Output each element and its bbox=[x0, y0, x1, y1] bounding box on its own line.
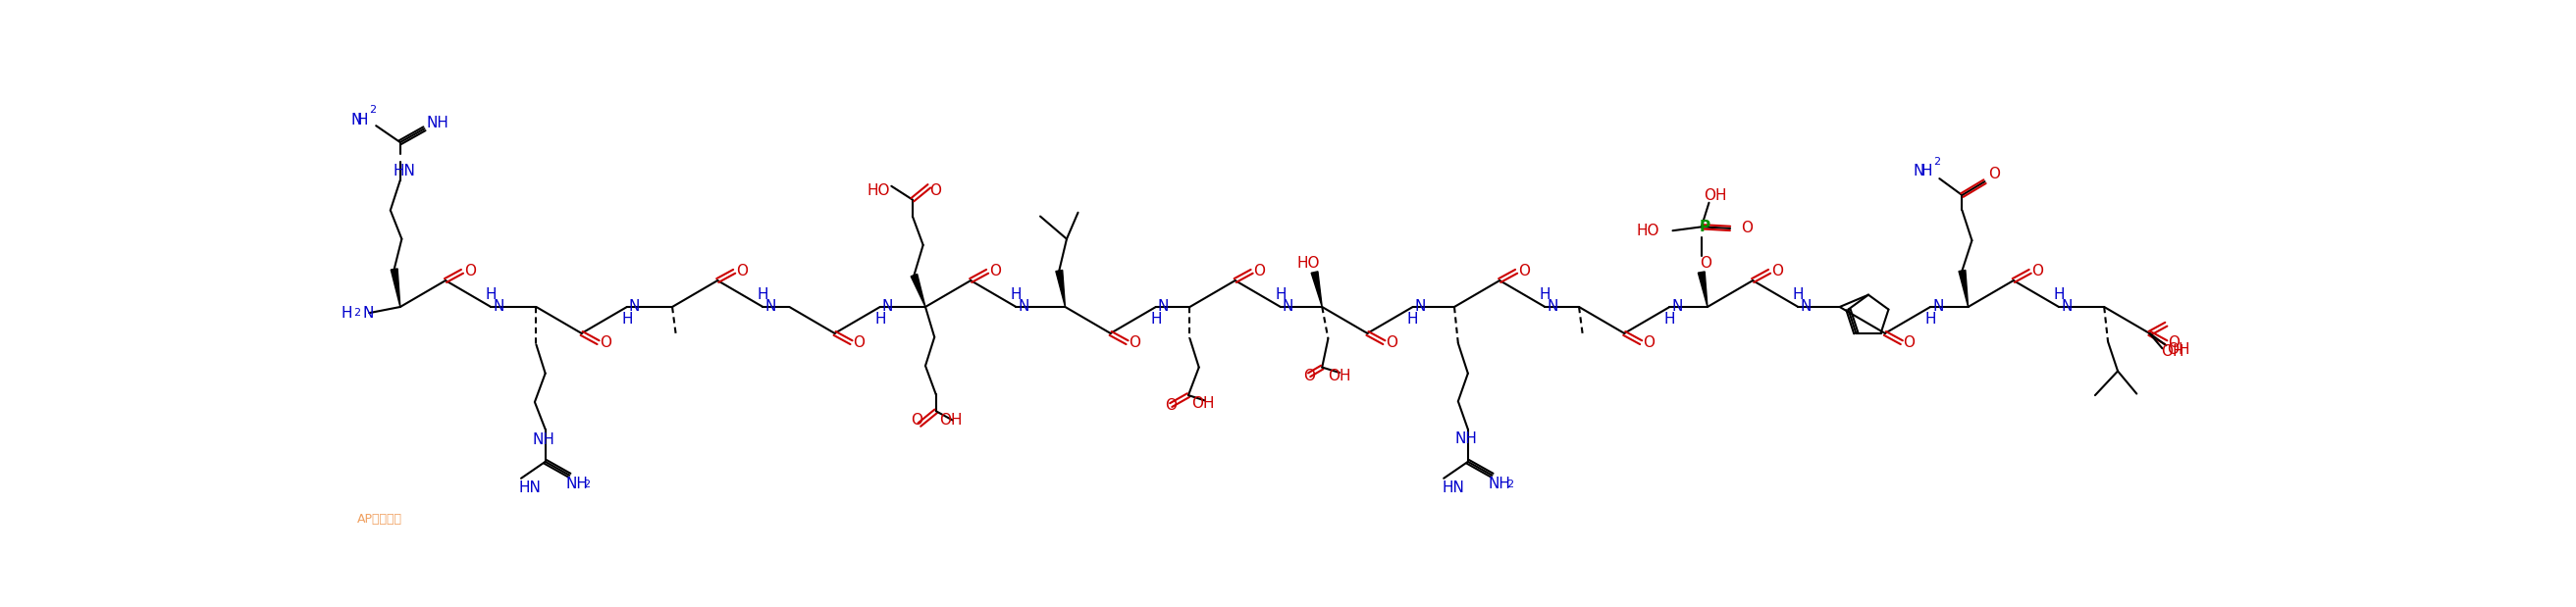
Text: N: N bbox=[1414, 300, 1427, 314]
Text: HN: HN bbox=[1443, 481, 1463, 495]
Text: H: H bbox=[1793, 288, 1803, 302]
Text: O: O bbox=[1303, 369, 1316, 384]
Polygon shape bbox=[912, 274, 925, 307]
Text: N: N bbox=[1283, 300, 1293, 314]
Text: HO: HO bbox=[1636, 223, 1659, 238]
Text: HN: HN bbox=[392, 164, 415, 178]
Text: H: H bbox=[484, 288, 497, 302]
Text: O: O bbox=[930, 183, 940, 198]
Text: AP专肽生物: AP专肽生物 bbox=[358, 513, 402, 526]
Text: O: O bbox=[1741, 221, 1752, 236]
Text: H: H bbox=[1664, 311, 1674, 327]
Text: 2: 2 bbox=[368, 106, 376, 115]
Text: N: N bbox=[1801, 300, 1811, 314]
Text: P: P bbox=[1700, 220, 1710, 234]
Text: O: O bbox=[2032, 264, 2043, 279]
Text: O: O bbox=[464, 264, 477, 279]
Text: N: N bbox=[363, 305, 374, 320]
Text: 2: 2 bbox=[353, 308, 361, 317]
Text: H: H bbox=[1151, 311, 1162, 327]
Text: O: O bbox=[1128, 335, 1141, 350]
Text: H: H bbox=[873, 311, 886, 327]
Text: O: O bbox=[1772, 264, 1783, 279]
Text: N: N bbox=[1672, 300, 1682, 314]
Text: OH: OH bbox=[2161, 344, 2184, 359]
Text: H: H bbox=[2053, 288, 2063, 302]
Text: O: O bbox=[1904, 335, 1914, 350]
Text: H: H bbox=[1924, 311, 1937, 327]
Text: N: N bbox=[1018, 300, 1030, 314]
Text: H: H bbox=[343, 305, 353, 320]
Text: N: N bbox=[765, 300, 775, 314]
Text: NH: NH bbox=[428, 115, 448, 130]
Text: N: N bbox=[1932, 300, 1942, 314]
Text: O: O bbox=[912, 413, 922, 427]
Text: NH: NH bbox=[533, 432, 554, 447]
Text: H: H bbox=[358, 112, 368, 127]
Text: HO: HO bbox=[1296, 256, 1319, 271]
Polygon shape bbox=[392, 269, 399, 307]
Text: N: N bbox=[881, 300, 894, 314]
Text: H: H bbox=[1406, 311, 1419, 327]
Text: N: N bbox=[1914, 164, 1924, 178]
Text: NH: NH bbox=[1455, 432, 1476, 446]
Text: O: O bbox=[1386, 335, 1399, 350]
Text: NH: NH bbox=[1489, 477, 1512, 492]
Text: N: N bbox=[2061, 300, 2071, 314]
Text: O: O bbox=[1255, 264, 1265, 279]
Text: O: O bbox=[1517, 264, 1530, 279]
Text: H: H bbox=[757, 288, 768, 302]
Text: OH: OH bbox=[2166, 342, 2190, 358]
Text: N: N bbox=[1548, 300, 1558, 314]
Text: O: O bbox=[1643, 335, 1654, 350]
Text: N: N bbox=[1157, 300, 1170, 314]
Text: 2: 2 bbox=[582, 479, 590, 489]
Polygon shape bbox=[1958, 270, 1968, 307]
Text: O: O bbox=[1700, 256, 1710, 271]
Text: OH: OH bbox=[940, 413, 963, 427]
Text: O: O bbox=[600, 335, 611, 350]
Polygon shape bbox=[1698, 271, 1708, 307]
Text: NH: NH bbox=[567, 477, 587, 492]
Text: O: O bbox=[2169, 335, 2179, 350]
Text: H: H bbox=[621, 311, 634, 327]
Text: OH: OH bbox=[1193, 396, 1216, 411]
Text: H: H bbox=[1010, 288, 1023, 302]
Text: H: H bbox=[1275, 288, 1285, 302]
Text: H: H bbox=[1540, 288, 1551, 302]
Text: N: N bbox=[350, 112, 363, 127]
Text: H: H bbox=[1922, 164, 1932, 178]
Text: OH: OH bbox=[1329, 369, 1350, 384]
Text: HN: HN bbox=[518, 481, 541, 495]
Text: 2: 2 bbox=[1932, 157, 1940, 166]
Text: 2: 2 bbox=[1507, 479, 1512, 489]
Text: O: O bbox=[737, 264, 747, 279]
Text: O: O bbox=[853, 335, 866, 350]
Text: HO: HO bbox=[866, 183, 889, 198]
Text: N: N bbox=[629, 300, 639, 314]
Text: O: O bbox=[989, 264, 1002, 279]
Text: O: O bbox=[1989, 167, 1999, 181]
Polygon shape bbox=[1056, 270, 1066, 307]
Polygon shape bbox=[1311, 271, 1321, 307]
Text: N: N bbox=[492, 300, 505, 314]
Text: O: O bbox=[1164, 398, 1177, 412]
Text: OH: OH bbox=[1703, 188, 1726, 203]
